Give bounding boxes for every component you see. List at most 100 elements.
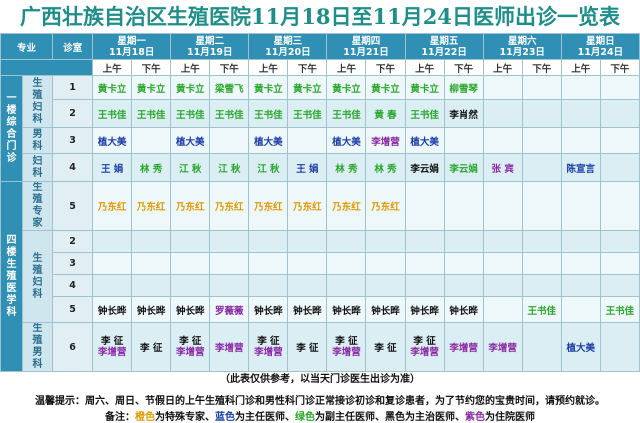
am-label: 上午 bbox=[248, 59, 289, 76]
doctor-cell: 林 秀 bbox=[326, 153, 367, 182]
header-day: 星期一 11月18日 bbox=[92, 33, 172, 60]
doctor-cell: 王书佳 bbox=[170, 99, 211, 128]
doctor-cell: 钟长晔 bbox=[248, 296, 289, 323]
doctor-name: 李增营 bbox=[488, 343, 517, 354]
doctor-cell bbox=[560, 99, 601, 128]
doctor-cell: 钟长晔 bbox=[287, 296, 328, 323]
doctor-cell bbox=[560, 274, 601, 297]
doctor-cell: 乃东红 bbox=[365, 181, 406, 231]
room-number: 4 bbox=[52, 153, 94, 182]
doctor-name: 王书佳 bbox=[527, 305, 556, 317]
doctor-cell: 王书佳 bbox=[326, 99, 367, 128]
doctor-cell bbox=[599, 252, 640, 275]
pm-label: 下午 bbox=[209, 59, 250, 76]
doctor-name: 李 征 bbox=[257, 336, 280, 347]
doctor-cell bbox=[599, 127, 640, 154]
room-number: 4 bbox=[52, 274, 94, 297]
doctor-cell bbox=[599, 153, 640, 182]
pm-label: 下午 bbox=[365, 59, 406, 76]
doctor-name: 王书佳 bbox=[410, 109, 439, 121]
doctor-cell: 钟长晔 bbox=[365, 296, 406, 323]
header-day: 星期日 11月24日 bbox=[560, 33, 640, 60]
dept-label-repro-male: 生殖男科 bbox=[22, 322, 54, 372]
doctor-cell bbox=[404, 252, 445, 275]
doctor-cell bbox=[404, 181, 445, 231]
legend-prefix: 备注： bbox=[105, 412, 135, 423]
doctor-name: 李增营 bbox=[175, 347, 205, 358]
doctor-name: 植大美 bbox=[254, 136, 283, 148]
doctor-cell bbox=[599, 322, 640, 372]
header-day: 星期五 11月22日 bbox=[404, 33, 484, 60]
doctor-name: 王书佳 bbox=[97, 109, 127, 121]
doctor-cell bbox=[482, 252, 523, 275]
doctor-cell bbox=[287, 274, 328, 297]
doctor-cell: 黄卡立 bbox=[131, 75, 172, 100]
doctor-cell bbox=[365, 274, 406, 297]
doctor-cell bbox=[326, 230, 367, 253]
doctor-name: 钟长晔 bbox=[136, 305, 166, 317]
doctor-cell bbox=[482, 181, 523, 231]
doctor-cell bbox=[560, 230, 601, 253]
doctor-cell: 黄卡立 bbox=[365, 75, 406, 100]
doctor-cell bbox=[521, 274, 562, 297]
doctor-cell: 乃东红 bbox=[170, 181, 211, 231]
doctor-cell bbox=[482, 274, 523, 297]
doctor-name: 乃东红 bbox=[215, 202, 244, 213]
schedule-table: 专业 诊室 星期一 11月18日 星期二 11月19日 星期三 11月20日 星期四 1… bbox=[0, 33, 640, 372]
pm-label: 下午 bbox=[131, 59, 172, 76]
doctor-cell bbox=[560, 181, 601, 231]
doctor-name: 乃东红 bbox=[332, 202, 361, 213]
doctor-cell bbox=[248, 252, 289, 275]
room-number: 5 bbox=[52, 181, 94, 231]
header-row: 专业 诊室 星期一 11月18日 星期二 11月19日 星期三 11月20日 星期四 1… bbox=[0, 33, 640, 60]
am-label: 上午 bbox=[92, 59, 133, 76]
doctor-cell: 李 征李增营 bbox=[404, 322, 445, 372]
schedule-row: 5 钟长晔 钟长晔 钟长晔 罗薇薇 钟长晔 钟长晔 钟长晔 钟长晔 钟长晔 钟长晔 王书佳 王书佳 bbox=[1, 296, 640, 323]
doctor-cell bbox=[326, 274, 367, 297]
color-legend: 备注：橙色为特殊专家、蓝色为主任医师、绿色为副主任医师、黑色为主治医师、紫色为住… bbox=[0, 408, 640, 423]
am-label: 上午 bbox=[170, 59, 211, 76]
schedule-row: 男科 3 植大美 植大美 植大美 植大美 李增营 植大美 bbox=[1, 127, 640, 154]
doctor-cell bbox=[521, 230, 562, 253]
doctor-cell bbox=[209, 127, 250, 154]
doctor-name: 黄 春 bbox=[374, 109, 397, 121]
doctor-name: 乃东红 bbox=[293, 202, 322, 213]
room-number: 2 bbox=[52, 99, 94, 128]
doctor-cell bbox=[365, 252, 406, 275]
schedule-row: 生殖男科 6 李 征李增营李 征李 征李增营 李增营李 征李增营李 征李 征李增营李 … bbox=[1, 322, 640, 372]
doctor-cell bbox=[482, 75, 523, 100]
doctor-cell bbox=[521, 99, 562, 128]
doctor-cell bbox=[482, 127, 523, 154]
doctor-cell: 林 秀 bbox=[131, 153, 172, 182]
doctor-cell: 王 娟 bbox=[287, 153, 328, 182]
doctor-cell bbox=[92, 230, 133, 253]
doctor-cell: 王书佳 bbox=[599, 296, 640, 323]
doctor-name: 乃东红 bbox=[254, 202, 283, 213]
doctor-cell: 黄卡立 bbox=[404, 75, 445, 100]
reminder-tip: 温馨提示：周六、周日、节假日的上午生殖科门诊和男性科门诊正常接诊初诊和复诊患者，… bbox=[35, 396, 605, 407]
doctor-name: 植大美 bbox=[175, 136, 205, 148]
doctor-name: 钟长晔 bbox=[371, 305, 400, 317]
legend-orange-text: 为特殊专家、 bbox=[155, 412, 215, 423]
doctor-cell bbox=[404, 274, 445, 297]
doctor-cell: 钟长晔 bbox=[404, 296, 445, 323]
doctor-name: 王书佳 bbox=[254, 109, 283, 121]
pm-label: 下午 bbox=[521, 59, 562, 76]
doctor-cell: 钟长晔 bbox=[170, 296, 211, 323]
doctor-name: 李增营 bbox=[215, 343, 244, 354]
doctor-name: 王书佳 bbox=[215, 109, 244, 121]
schedule-row: 生殖妇科 2 bbox=[1, 230, 640, 323]
doctor-cell bbox=[443, 274, 484, 297]
doctor-cell: 王书佳 bbox=[404, 99, 445, 128]
doctor-cell: 柳雪琴 bbox=[443, 75, 484, 100]
doctor-cell: 乃东红 bbox=[248, 181, 289, 231]
doctor-name: 江 秋 bbox=[218, 163, 241, 175]
doctor-cell bbox=[521, 75, 562, 100]
doctor-name: 王 娟 bbox=[100, 163, 124, 175]
doctor-name: 陈宣言 bbox=[566, 163, 596, 175]
doctor-name: 李增营 bbox=[371, 136, 400, 148]
doctor-cell: 李 征李增营 bbox=[248, 322, 289, 372]
doctor-cell: 李肖然 bbox=[443, 99, 484, 128]
doctor-cell bbox=[92, 274, 133, 297]
doctor-cell: 李云娟 bbox=[404, 153, 445, 182]
